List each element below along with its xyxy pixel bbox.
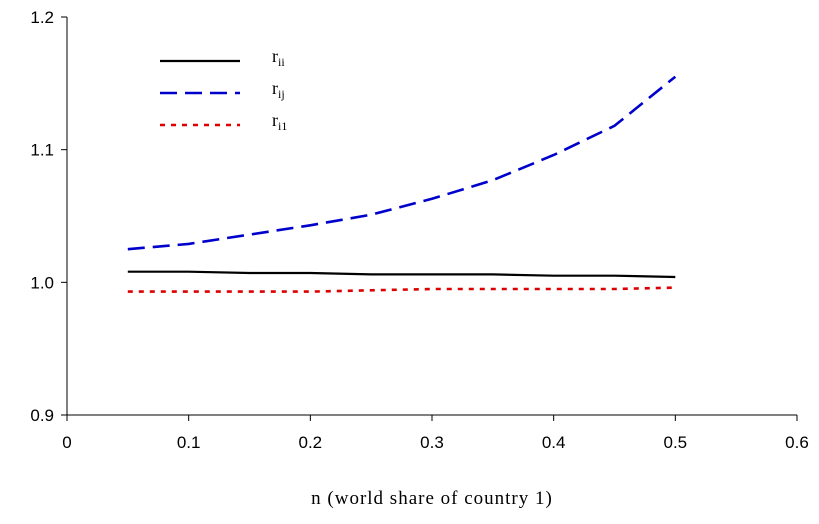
x-tick-label: 0.2 [299, 433, 323, 452]
x-tick-label: 0.5 [664, 433, 688, 452]
tick-labels: 0 0.1 0.2 0.3 0.4 0.5 0.6 0.9 1.0 1.1 1.2 [30, 8, 808, 452]
y-tick-label: 1.1 [30, 141, 54, 160]
legend-label-rii: rii [272, 46, 285, 69]
x-tick-label: 0.4 [542, 433, 566, 452]
y-tick-label: 0.9 [30, 406, 54, 425]
series-line-rij [127, 75, 677, 251]
legend-label-rij: rij [272, 78, 285, 101]
legend: rii rij ri1 [160, 46, 287, 133]
y-tick-label: 1.2 [30, 8, 54, 27]
series-lines [127, 75, 677, 293]
series-line-rii [127, 270, 676, 279]
series-line-ri1 [127, 286, 676, 293]
y-tick-label: 1.0 [30, 273, 54, 292]
x-tick-label: 0.6 [785, 433, 809, 452]
x-tick-label: 0.1 [177, 433, 201, 452]
axes [61, 16, 798, 421]
x-tick-label: 0.3 [420, 433, 444, 452]
legend-label-ri1: ri1 [272, 110, 287, 133]
x-tick-label: 0 [62, 433, 71, 452]
x-axis-label: n (world share of country 1) [311, 488, 553, 509]
